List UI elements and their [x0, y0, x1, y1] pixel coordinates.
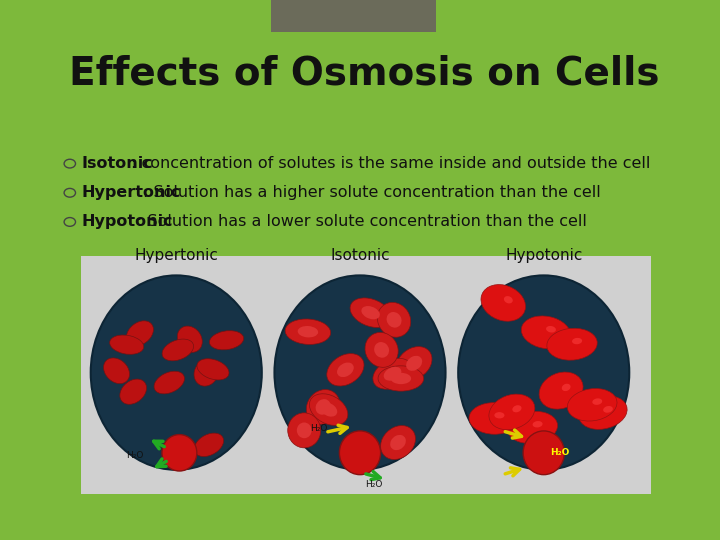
Ellipse shape	[547, 328, 597, 360]
Ellipse shape	[603, 406, 613, 413]
Ellipse shape	[315, 399, 330, 415]
Ellipse shape	[337, 362, 354, 377]
Ellipse shape	[562, 384, 570, 391]
Ellipse shape	[162, 435, 197, 471]
Ellipse shape	[387, 312, 402, 328]
Ellipse shape	[365, 333, 398, 367]
Ellipse shape	[285, 319, 330, 345]
Bar	[271, 0, 436, 32]
Ellipse shape	[508, 411, 557, 443]
Ellipse shape	[458, 275, 629, 470]
Ellipse shape	[593, 399, 602, 405]
Ellipse shape	[197, 359, 229, 380]
Ellipse shape	[396, 347, 432, 380]
Text: : Solution has a higher solute concentration than the cell: : Solution has a higher solute concentra…	[143, 185, 601, 200]
Text: H₂O: H₂O	[310, 424, 328, 433]
Ellipse shape	[495, 412, 505, 418]
Ellipse shape	[406, 356, 422, 371]
Ellipse shape	[572, 338, 582, 345]
Text: : concentration of solutes is the same inside and outside the cell: : concentration of solutes is the same i…	[131, 156, 650, 171]
Ellipse shape	[274, 275, 446, 470]
Ellipse shape	[307, 389, 340, 424]
Ellipse shape	[361, 306, 380, 319]
Ellipse shape	[391, 373, 411, 384]
Ellipse shape	[521, 316, 570, 349]
Ellipse shape	[384, 367, 401, 381]
Bar	[81, 256, 652, 494]
Text: Effects of Osmosis on Cells: Effects of Osmosis on Cells	[68, 55, 659, 92]
Ellipse shape	[320, 402, 337, 417]
Ellipse shape	[377, 302, 410, 337]
Text: H₂O: H₂O	[550, 448, 570, 457]
Ellipse shape	[297, 422, 312, 438]
Ellipse shape	[390, 435, 406, 450]
Ellipse shape	[513, 405, 521, 413]
Ellipse shape	[373, 359, 412, 389]
Text: H₂O: H₂O	[365, 480, 382, 489]
Ellipse shape	[504, 296, 513, 303]
Ellipse shape	[327, 354, 364, 386]
Text: Hypertonic: Hypertonic	[81, 185, 181, 200]
Ellipse shape	[546, 326, 556, 333]
Ellipse shape	[194, 433, 224, 456]
Ellipse shape	[381, 426, 415, 460]
Ellipse shape	[378, 366, 423, 391]
Ellipse shape	[127, 321, 153, 346]
Ellipse shape	[523, 431, 564, 475]
Text: Hypertonic: Hypertonic	[135, 248, 218, 263]
Ellipse shape	[539, 372, 583, 409]
Text: H₂O: H₂O	[127, 451, 144, 460]
Text: Isotonic: Isotonic	[81, 156, 153, 171]
Ellipse shape	[533, 421, 543, 428]
Ellipse shape	[310, 394, 348, 426]
Ellipse shape	[297, 326, 318, 338]
Ellipse shape	[154, 371, 184, 394]
Ellipse shape	[91, 275, 262, 470]
Ellipse shape	[109, 335, 144, 354]
Ellipse shape	[177, 326, 202, 352]
Ellipse shape	[210, 330, 243, 350]
Text: Isotonic: Isotonic	[330, 248, 390, 263]
Ellipse shape	[288, 413, 320, 448]
Ellipse shape	[194, 360, 218, 386]
Ellipse shape	[350, 298, 391, 327]
Ellipse shape	[579, 396, 627, 429]
Text: : Solution has a lower solute concentration than the cell: : Solution has a lower solute concentrat…	[137, 214, 587, 229]
Ellipse shape	[469, 403, 520, 434]
Ellipse shape	[104, 358, 130, 383]
Ellipse shape	[374, 342, 389, 357]
Text: Hypotonic: Hypotonic	[505, 248, 582, 263]
Ellipse shape	[339, 431, 381, 475]
Ellipse shape	[481, 285, 526, 321]
Ellipse shape	[120, 379, 147, 404]
Ellipse shape	[162, 339, 194, 361]
Ellipse shape	[567, 388, 617, 421]
Ellipse shape	[489, 394, 535, 430]
Text: Hypotonic: Hypotonic	[81, 214, 173, 229]
